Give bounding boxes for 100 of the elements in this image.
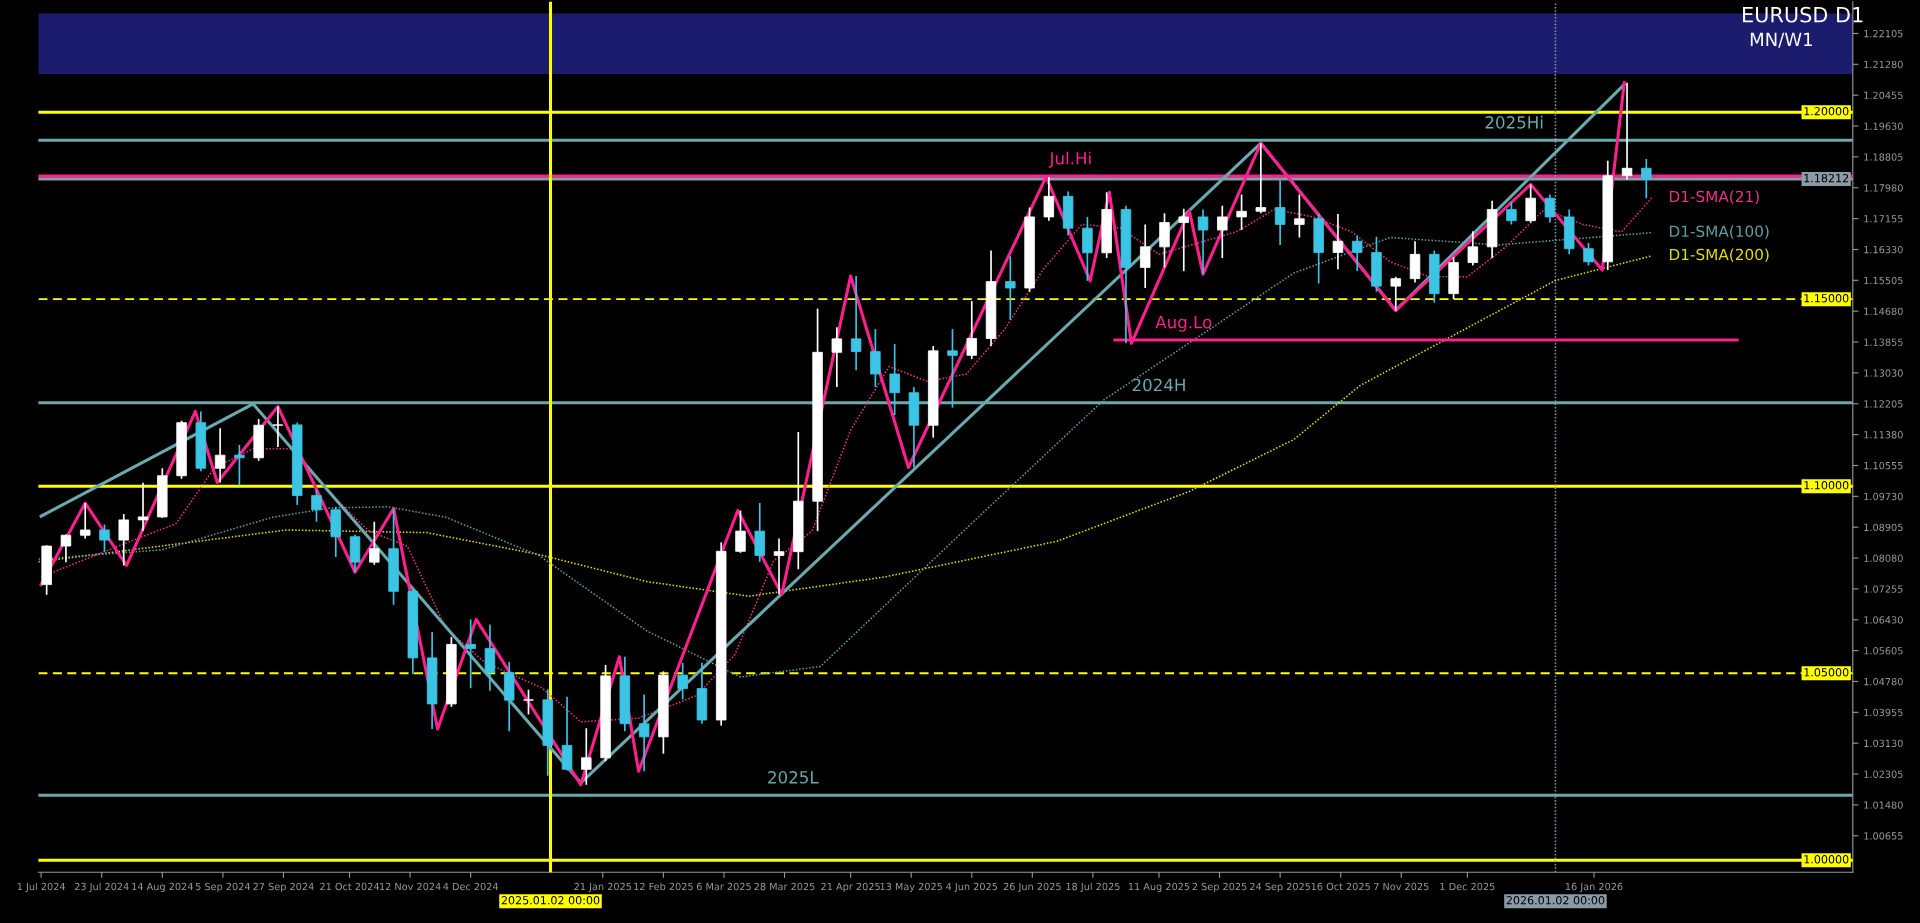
x-tick-label: 26 Jun 2025 — [1003, 882, 1061, 892]
candlestick — [1024, 206, 1035, 293]
candlestick — [889, 343, 900, 416]
candlestick — [311, 489, 322, 523]
candlestick — [388, 507, 399, 606]
y-tick-label: 1.01480 — [1864, 801, 1903, 809]
x-tick-label: 16 Oct 2025 — [1311, 882, 1370, 891]
line-series — [38, 231, 1653, 678]
x-tick-label: 21 Oct 2024 — [320, 882, 380, 891]
x-tick-label: 16 Jan 2026 — [1565, 882, 1623, 892]
x-tick-label: 27 Sep 2024 — [253, 882, 314, 893]
candlestick — [253, 418, 264, 462]
candlestick — [831, 326, 843, 388]
y-tick-label: 1.20455 — [1864, 91, 1903, 99]
candlestick — [581, 727, 592, 786]
ref-line-label: 1.00000 — [1804, 855, 1849, 864]
series-label: D1-SMA(100) — [1669, 225, 1769, 239]
candlestick — [870, 328, 881, 388]
candlestick — [1082, 216, 1093, 282]
x-tick-label: 11 Aug 2025 — [1128, 882, 1190, 893]
y-tick-label: 1.11380 — [1864, 431, 1903, 439]
candlestick — [1178, 207, 1189, 272]
y-tick-label: 1.03955 — [1864, 708, 1903, 717]
ref-line-label: 2025.01.02 00:00 — [501, 896, 600, 905]
annotation: Aug.Lo — [1155, 316, 1212, 332]
candlestick — [1448, 256, 1459, 301]
candlestick — [523, 688, 534, 716]
y-tick-label: 1.14680 — [1864, 307, 1903, 316]
candlestick — [79, 502, 91, 540]
x-tick-label: 1 Dec 2025 — [1440, 882, 1495, 891]
candlestick — [465, 618, 476, 690]
y-tick-label: 1.12205 — [1864, 400, 1903, 408]
candlestick — [137, 482, 149, 532]
candlestick — [735, 509, 746, 554]
y-tick-label: 1.22105 — [1864, 29, 1903, 38]
candlestick — [99, 523, 110, 553]
candlestick — [1217, 204, 1228, 259]
candlestick — [272, 405, 284, 448]
candlestick — [369, 520, 380, 566]
ref-line-label: 2026.01.02 00:00 — [1506, 896, 1605, 905]
y-tick-label: 1.07255 — [1864, 585, 1903, 593]
candlestick — [600, 664, 611, 762]
y-tick-label: 1.04780 — [1864, 677, 1903, 686]
x-tick-label: 7 Nov 2025 — [1374, 882, 1429, 891]
candlestick — [658, 670, 669, 755]
x-tick-label: 21 Jan 2025 — [574, 882, 632, 892]
x-tick-label: 24 Sep 2025 — [1250, 882, 1311, 893]
x-tick-label: 21 Apr 2025 — [821, 882, 880, 893]
x-tick-label: 18 Jul 2025 — [1066, 882, 1120, 892]
candlestick — [1005, 255, 1016, 321]
candlestick — [118, 513, 129, 567]
candlestick — [1583, 242, 1594, 267]
x-tick-label: 4 Jun 2025 — [946, 882, 998, 892]
series-label: D1-SMA(21) — [1669, 190, 1759, 205]
candlestick — [1159, 212, 1170, 269]
x-tick-label: 6 Mar 2025 — [696, 882, 751, 891]
candlestick — [1101, 191, 1112, 259]
annotation: 2025L — [768, 771, 819, 784]
x-tick-label: 5 Sep 2024 — [195, 882, 251, 893]
ref-line-label: 1.20000 — [1804, 107, 1849, 116]
x-tick-label: 28 Mar 2025 — [754, 882, 815, 891]
x-tick-label: 4 Dec 2024 — [443, 882, 499, 891]
x-tick-label: 14 Aug 2024 — [132, 882, 193, 893]
y-tick-label: 1.18805 — [1864, 153, 1903, 161]
text: MN/W1 — [1750, 32, 1812, 48]
y-tick-label: 1.19630 — [1864, 122, 1903, 130]
candlestick — [1390, 275, 1401, 312]
y-tick-label: 1.13855 — [1864, 338, 1903, 346]
x-tick-label: 12 Feb 2025 — [634, 882, 693, 891]
annotation: 2025Hi — [1485, 115, 1543, 129]
candlestick — [1371, 235, 1382, 293]
ref-line-label: 1.10000 — [1804, 481, 1849, 490]
y-tick-label: 1.03130 — [1864, 739, 1903, 748]
y-tick-label: 1.10555 — [1864, 461, 1903, 470]
y-tick-label: 1.00655 — [1864, 832, 1903, 840]
x-tick-label: 12 Nov 2024 — [380, 882, 441, 891]
y-tick-label: 1.17980 — [1864, 184, 1903, 192]
y-tick-label: 1.09730 — [1864, 492, 1903, 501]
candlestick — [1255, 142, 1267, 215]
y-tick-label: 1.02305 — [1864, 770, 1903, 778]
candlestick — [446, 636, 457, 708]
candlestick — [812, 307, 823, 532]
annotation: Jul.Hi — [1048, 151, 1091, 168]
candlestick — [947, 328, 958, 409]
x-tick-label: 23 Jul 2024 — [74, 882, 129, 892]
x-tick-label: 2 Sep 2025 — [1192, 882, 1247, 893]
y-tick-label: 1.08080 — [1864, 554, 1903, 562]
series-label: D1-SMA(200) — [1669, 248, 1769, 263]
ref-line-label: 1.05000 — [1804, 668, 1849, 677]
candlestick — [1506, 201, 1517, 226]
candlestick — [1236, 193, 1247, 231]
x-tick-label: 1 Jul 2024 — [17, 882, 66, 892]
annotation: 2024H — [1132, 378, 1185, 392]
ref-line-label: 1.15000 — [1804, 294, 1849, 303]
y-tick-label: 1.13030 — [1864, 369, 1903, 377]
y-tick-label: 1.08905 — [1864, 523, 1903, 532]
candlestick — [677, 661, 688, 701]
y-tick-label: 1.06430 — [1864, 616, 1903, 624]
x-tick-label: 13 May 2025 — [880, 882, 943, 893]
y-tick-label: 1.05605 — [1864, 647, 1903, 655]
